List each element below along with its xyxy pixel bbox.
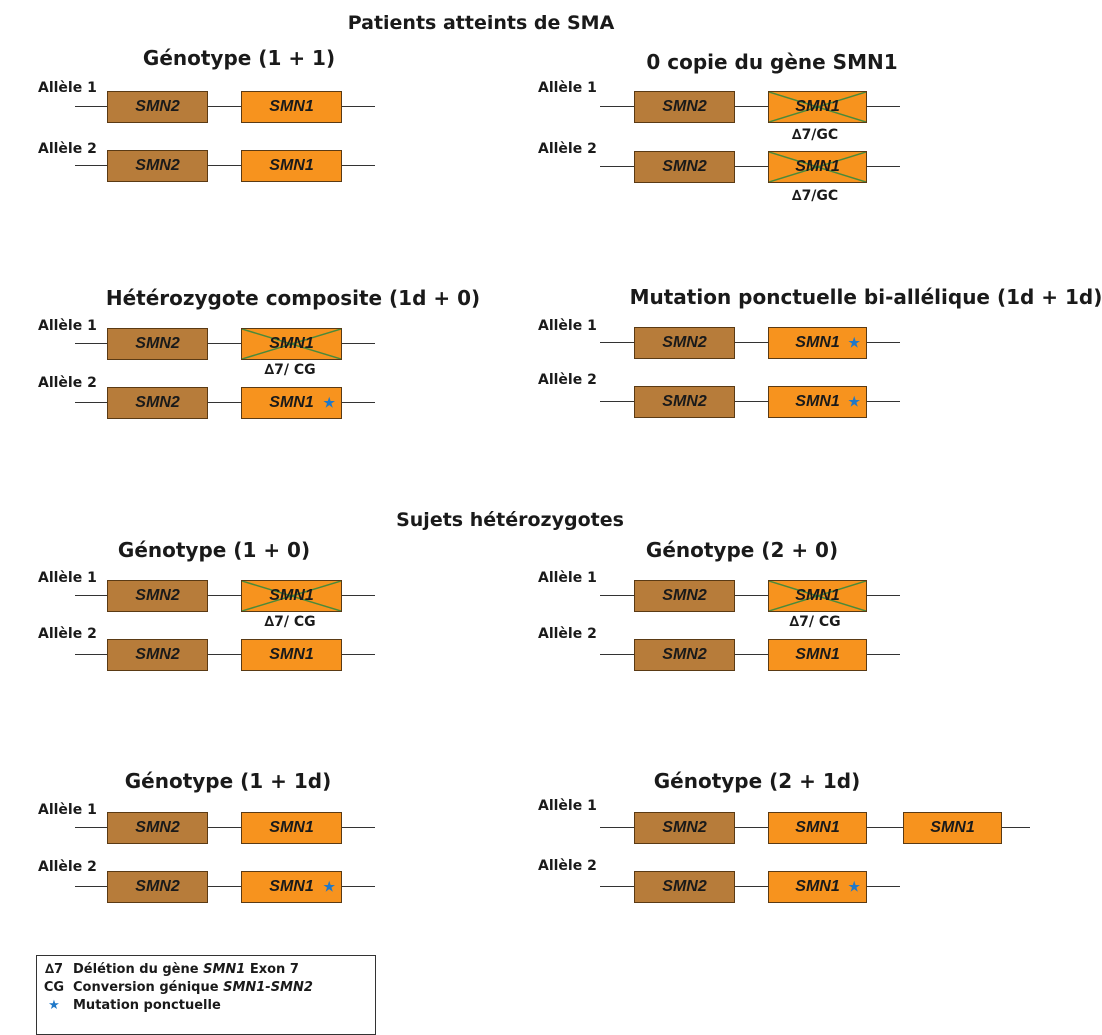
allele-label: Allèle 2 bbox=[538, 372, 597, 388]
cg-symbol: CG bbox=[43, 980, 65, 995]
mutated-smn1-gene: SMN1 ★ bbox=[768, 871, 867, 903]
smn2-gene: SMN2 bbox=[107, 150, 208, 182]
allele-line bbox=[600, 342, 900, 343]
smn2-gene: SMN2 bbox=[107, 639, 208, 671]
allele-line bbox=[75, 595, 375, 596]
mutated-smn1-gene: SMN1 ★ bbox=[768, 327, 867, 359]
mutated-smn1-gene: SMN1 ★ bbox=[768, 386, 867, 418]
panel-title-genotype-1-1d: Génotype (1 + 1d) bbox=[124, 769, 332, 793]
legend-text: Délétion du gène bbox=[73, 962, 204, 977]
allele-label: Allèle 1 bbox=[38, 80, 97, 96]
allele-label: Allèle 1 bbox=[538, 570, 597, 586]
smn1-gene: SMN1 bbox=[768, 639, 867, 671]
deletion-cross-icon bbox=[769, 581, 866, 611]
panel-title-biallelic: Mutation ponctuelle bi-allélique (1d + 1… bbox=[629, 285, 1102, 309]
allele-line bbox=[600, 106, 900, 107]
allele-line bbox=[75, 827, 375, 828]
smn1-gene: SMN1 bbox=[241, 812, 342, 844]
legend-text: Exon 7 bbox=[245, 962, 299, 977]
allele-label: Allèle 2 bbox=[538, 858, 597, 874]
smn1-gene: SMN1 bbox=[241, 639, 342, 671]
legend: ∆7 Délétion du gène SMN1 Exon 7 CG Conve… bbox=[36, 955, 376, 1035]
allele-label: Allèle 1 bbox=[38, 570, 97, 586]
deletion-note: ∆7/GC bbox=[791, 188, 839, 204]
legend-text: Conversion génique bbox=[73, 980, 224, 995]
smn2-gene: SMN2 bbox=[107, 871, 208, 903]
deletion-cross-icon bbox=[769, 152, 866, 182]
smn2-gene: SMN2 bbox=[107, 812, 208, 844]
smn2-gene: SMN2 bbox=[107, 580, 208, 612]
point-mutation-star-icon: ★ bbox=[848, 879, 860, 894]
smn2-gene: SMN2 bbox=[634, 386, 735, 418]
smn2-gene: SMN2 bbox=[634, 91, 735, 123]
mutated-smn1-gene: SMN1 ★ bbox=[241, 871, 342, 903]
deletion-note: ∆7/ CG bbox=[264, 614, 316, 630]
allele-line bbox=[600, 166, 900, 167]
panel-title-genotype-1-0: Génotype (1 + 0) bbox=[117, 538, 311, 562]
deleted-smn1-gene: SMN1 bbox=[768, 151, 867, 183]
panel-title-genotype-2-1d: Génotype (2 + 1d) bbox=[653, 769, 861, 793]
panel-title-composite: Hétérozygote composite (1d + 0) bbox=[105, 286, 481, 310]
allele-line bbox=[600, 401, 900, 402]
allele-line bbox=[600, 654, 900, 655]
panel-title-zero-copy: 0 copie du gène SMN1 bbox=[646, 50, 898, 74]
heterozygous-subjects-title: Sujets hétérozygotes bbox=[396, 509, 624, 531]
smn2-gene: SMN2 bbox=[107, 387, 208, 419]
allele-line bbox=[75, 654, 375, 655]
smn2-gene: SMN2 bbox=[107, 91, 208, 123]
allele-line bbox=[75, 165, 375, 166]
sma-patients-title: Patients atteints de SMA bbox=[347, 12, 615, 34]
smn2-gene: SMN2 bbox=[634, 327, 735, 359]
smn2-gene: SMN2 bbox=[634, 639, 735, 671]
allele-label: Allèle 1 bbox=[38, 318, 97, 334]
deletion-cross-icon bbox=[242, 329, 341, 359]
smn1-gene: SMN1 bbox=[903, 812, 1002, 844]
smn1-gene: SMN1 bbox=[768, 812, 867, 844]
deletion-note: ∆7/ CG bbox=[264, 362, 316, 378]
allele-label: Allèle 2 bbox=[538, 626, 597, 642]
point-mutation-star-icon: ★ bbox=[848, 394, 860, 409]
allele-line bbox=[75, 402, 375, 403]
allele-line bbox=[75, 343, 375, 344]
deleted-smn1-gene: SMN1 bbox=[241, 328, 342, 360]
smn2-gene: SMN2 bbox=[107, 328, 208, 360]
smn2-gene: SMN2 bbox=[634, 580, 735, 612]
deleted-smn1-gene: SMN1 bbox=[241, 580, 342, 612]
legend-gene: SMN1-SMN2 bbox=[223, 980, 313, 995]
smn1-gene: SMN1 bbox=[241, 150, 342, 182]
allele-label: Allèle 2 bbox=[538, 141, 597, 157]
panel-title-genotype-1-1: Génotype (1 + 1) bbox=[142, 46, 336, 70]
deleted-smn1-gene: SMN1 bbox=[768, 91, 867, 123]
allele-line bbox=[600, 886, 900, 887]
allele-label: Allèle 2 bbox=[38, 859, 97, 875]
deletion-cross-icon bbox=[769, 92, 866, 122]
legend-gene: SMN1 bbox=[203, 962, 246, 977]
smn2-gene: SMN2 bbox=[634, 812, 735, 844]
delta-symbol: ∆7 bbox=[44, 962, 64, 977]
panel-title-genotype-2-0: Génotype (2 + 0) bbox=[645, 538, 839, 562]
deleted-smn1-gene: SMN1 bbox=[768, 580, 867, 612]
smn2-gene: SMN2 bbox=[634, 871, 735, 903]
deletion-note: ∆7/GC bbox=[791, 127, 839, 143]
allele-line bbox=[75, 886, 375, 887]
allele-label: Allèle 1 bbox=[538, 80, 597, 96]
star-icon: ★ bbox=[48, 998, 60, 1013]
allele-label: Allèle 1 bbox=[538, 318, 597, 334]
legend-text: Mutation ponctuelle bbox=[73, 998, 221, 1013]
allele-label: Allèle 1 bbox=[538, 798, 597, 814]
deletion-note: ∆7/ CG bbox=[789, 614, 841, 630]
deletion-cross-icon bbox=[242, 581, 341, 611]
smn2-gene: SMN2 bbox=[634, 151, 735, 183]
allele-label: Allèle 1 bbox=[38, 802, 97, 818]
point-mutation-star-icon: ★ bbox=[848, 335, 860, 350]
allele-label: Allèle 2 bbox=[38, 141, 97, 157]
smn1-gene: SMN1 bbox=[241, 91, 342, 123]
point-mutation-star-icon: ★ bbox=[323, 395, 335, 410]
allele-line bbox=[75, 106, 375, 107]
allele-label: Allèle 2 bbox=[38, 626, 97, 642]
mutated-smn1-gene: SMN1 ★ bbox=[241, 387, 342, 419]
allele-label: Allèle 2 bbox=[38, 375, 97, 391]
allele-line bbox=[600, 595, 900, 596]
point-mutation-star-icon: ★ bbox=[323, 879, 335, 894]
